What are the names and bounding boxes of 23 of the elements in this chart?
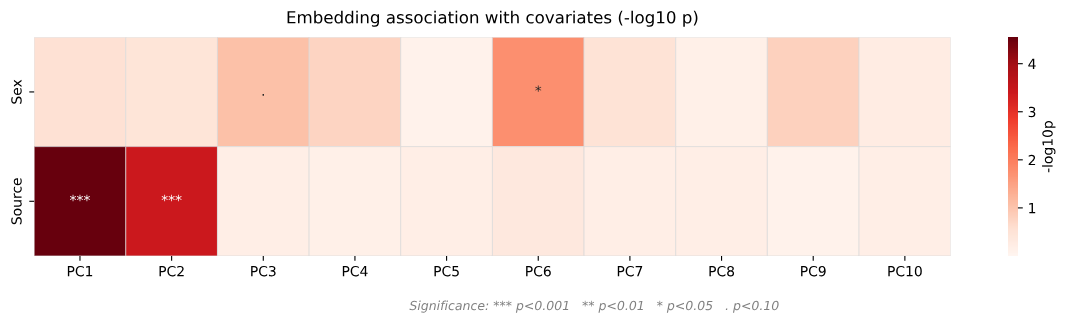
data-label: ***	[161, 194, 182, 202]
x-tick-label: PC3	[251, 265, 276, 277]
text: Significance: *** p<0.001 ** p<0.01 * p<0.05 . p<0.10	[409, 300, 779, 313]
color-bar-label: 2	[1028, 154, 1036, 166]
x-tick-label: PC8	[709, 265, 735, 277]
color-bar-label: 3	[1028, 106, 1036, 118]
x-tick-label: PC1	[67, 265, 93, 277]
y-tick-label: Sex	[11, 79, 22, 104]
color-bar-title: -log10p	[1042, 121, 1056, 173]
y-tick-label: Source	[11, 178, 22, 225]
data-label: *	[535, 85, 542, 92]
x-tick-label: PC2	[159, 265, 184, 277]
x-tick-label: PC4	[342, 265, 368, 277]
x-tick-label: PC9	[801, 265, 826, 277]
data-label: ***	[69, 194, 90, 202]
x-tick-label: PC5	[434, 265, 459, 277]
color-bar-label: 1	[1029, 203, 1036, 214]
x-tick-label: PC10	[888, 265, 922, 277]
x-tick-label: PC7	[617, 265, 643, 277]
chart-title: Embedding association with covariates (-log10 p)	[287, 10, 698, 27]
x-tick-label: PC6	[526, 265, 551, 277]
data-label: .	[262, 94, 264, 96]
color-bar-label: 4	[1028, 58, 1036, 69]
